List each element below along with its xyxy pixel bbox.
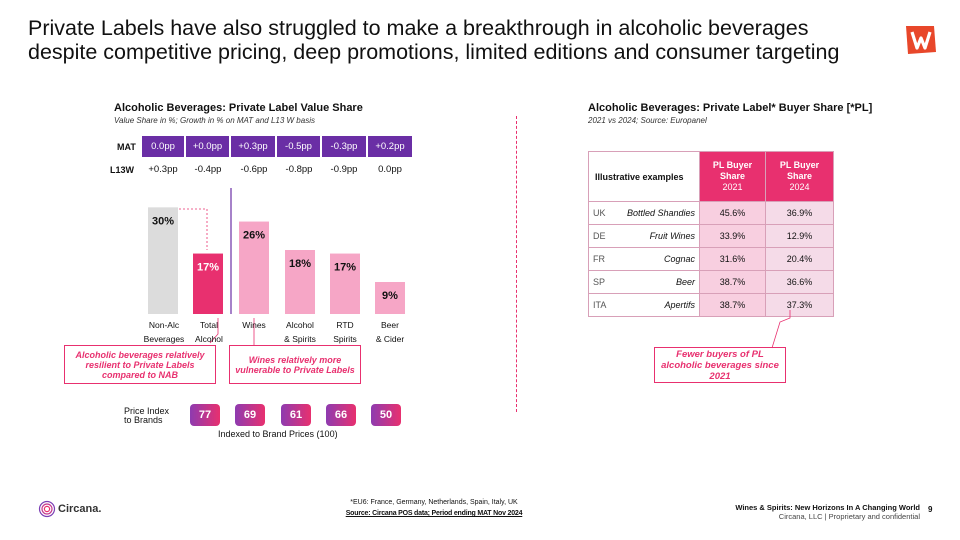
value-2024: 36.6% [765,270,834,294]
price-index-badge: 61 [281,404,311,426]
nab-connector-line [163,208,208,250]
right-table-title: Alcoholic Beverages: Private Label* Buye… [588,102,873,114]
price-index-badge: 50 [371,404,401,426]
table-row: SP Beer 38.7% 36.6% [588,270,834,294]
country-code: ITA [588,293,613,317]
buyer-share-callout: Fewer buyers of PL alcoholic beverages s… [654,347,786,383]
circana-logo-icon [38,500,56,518]
buyer-share-table: Illustrative examples PL Buyer Share 202… [588,151,834,317]
left-chart-title: Alcoholic Beverages: Private Label Value… [114,102,363,114]
bar-data-label: 26% [243,230,265,242]
price-index-label: Price Index to Brands [124,406,170,425]
table-row: DE Fruit Wines 33.9% 12.9% [588,224,834,248]
bar-non-alc [148,207,178,314]
price-index-badge: 77 [190,404,220,426]
bar-data-label: 17% [334,262,356,274]
header-2021: PL Buyer Share 2021 [699,151,766,202]
value-2024: 12.9% [765,224,834,248]
example-name: Bottled Shandies [612,201,700,225]
page-title: Private Labels have also struggled to ma… [28,16,840,64]
right-table-subtitle: 2021 vs 2024; Source: Europanel [588,116,707,125]
bar-rtd [330,253,360,314]
country-code: SP [588,270,613,294]
example-name: Beer [612,270,700,294]
bar-wines [239,221,269,314]
header-2024: PL Buyer Share 2024 [765,151,834,202]
category-label: Beer & Cider [375,320,405,344]
value-2024: 37.3% [765,293,834,317]
l13w-cell: 0.0pp [378,164,402,175]
value-2021: 45.6% [699,201,766,225]
value-2024: 36.9% [765,201,834,225]
example-name: Fruit Wines [612,224,700,248]
header-examples: Illustrative examples [588,151,700,202]
country-code: FR [588,247,613,271]
mat-cell: -0.3pp [322,136,366,157]
resilience-callout: Alcoholic beverages relatively resilient… [64,345,216,384]
left-callout-pointer [209,318,219,344]
brand-logo-icon [906,26,936,54]
bar-total [193,253,223,314]
bar-data-label: 18% [289,258,311,270]
l13w-cell: -0.9pp [330,164,358,175]
table-row: FR Cognac 31.6% 20.4% [588,247,834,271]
price-index-badge: 69 [235,404,265,426]
bar-beer [375,282,405,314]
footnote-eu6: *EU6: France, Germany, Netherlands, Spai… [350,499,518,506]
example-name: Apertifs [612,293,700,317]
section-divider [516,116,517,412]
value-2021: 38.7% [699,293,766,317]
wines-vulnerable-callout: Wines relatively more vulnerable to Priv… [229,345,361,384]
buyer-callout-pointer [771,310,791,349]
table-header-row: Illustrative examples PL Buyer Share 202… [588,151,834,202]
bar-data-label: 17% [197,262,219,274]
l13w-row-label: L13W [110,165,135,175]
category-label: Total Alcohol [195,320,223,344]
category-label: Alcohol & Spirits [284,320,316,344]
category-label: RTD Spirits [333,320,357,344]
left-chart-subtitle: Value Share in %; Growth in % on MAT and… [114,116,315,125]
l13w-cell: -0.6pp [240,164,268,175]
bar-data-label: 30% [152,215,174,227]
page-number: 9 [928,505,933,514]
value-2021: 33.9% [699,224,766,248]
mat-cell: -0.5pp [277,136,320,157]
mat-cell: +0.3pp [231,136,275,157]
table-row: UK Bottled Shandies 45.6% 36.9% [588,201,834,225]
bar-alcohol [285,250,315,314]
bar-data-label: 9% [382,290,398,302]
price-index-badge: 66 [326,404,356,426]
value-2024: 20.4% [765,247,834,271]
country-code: UK [588,201,613,225]
value-2021: 38.7% [699,270,766,294]
category-label: Non-Alc Beverages [143,320,185,344]
l13w-cell: +0.3pp [148,164,178,175]
footnote-source: Source: Circana POS data; Period ending … [345,510,523,517]
footer-report-info: Wines & Spirits: New Horizons In A Chang… [735,503,920,521]
price-index-caption: Indexed to Brand Prices (100) [218,429,338,439]
category-label: Wines [242,320,266,330]
circana-brand: Circana. [58,503,102,515]
l13w-cell: -0.8pp [285,164,313,175]
l13w-cell: -0.4pp [194,164,222,175]
table-row: ITA Apertifs 38.7% 37.3% [588,293,834,317]
value-2021: 31.6% [699,247,766,271]
mat-cell: 0.0pp [142,136,184,157]
mat-cell: +0.0pp [186,136,229,157]
country-code: DE [588,224,613,248]
example-name: Cognac [612,247,700,271]
mat-row-label: MAT [117,142,136,152]
mat-cell: +0.2pp [368,136,412,157]
